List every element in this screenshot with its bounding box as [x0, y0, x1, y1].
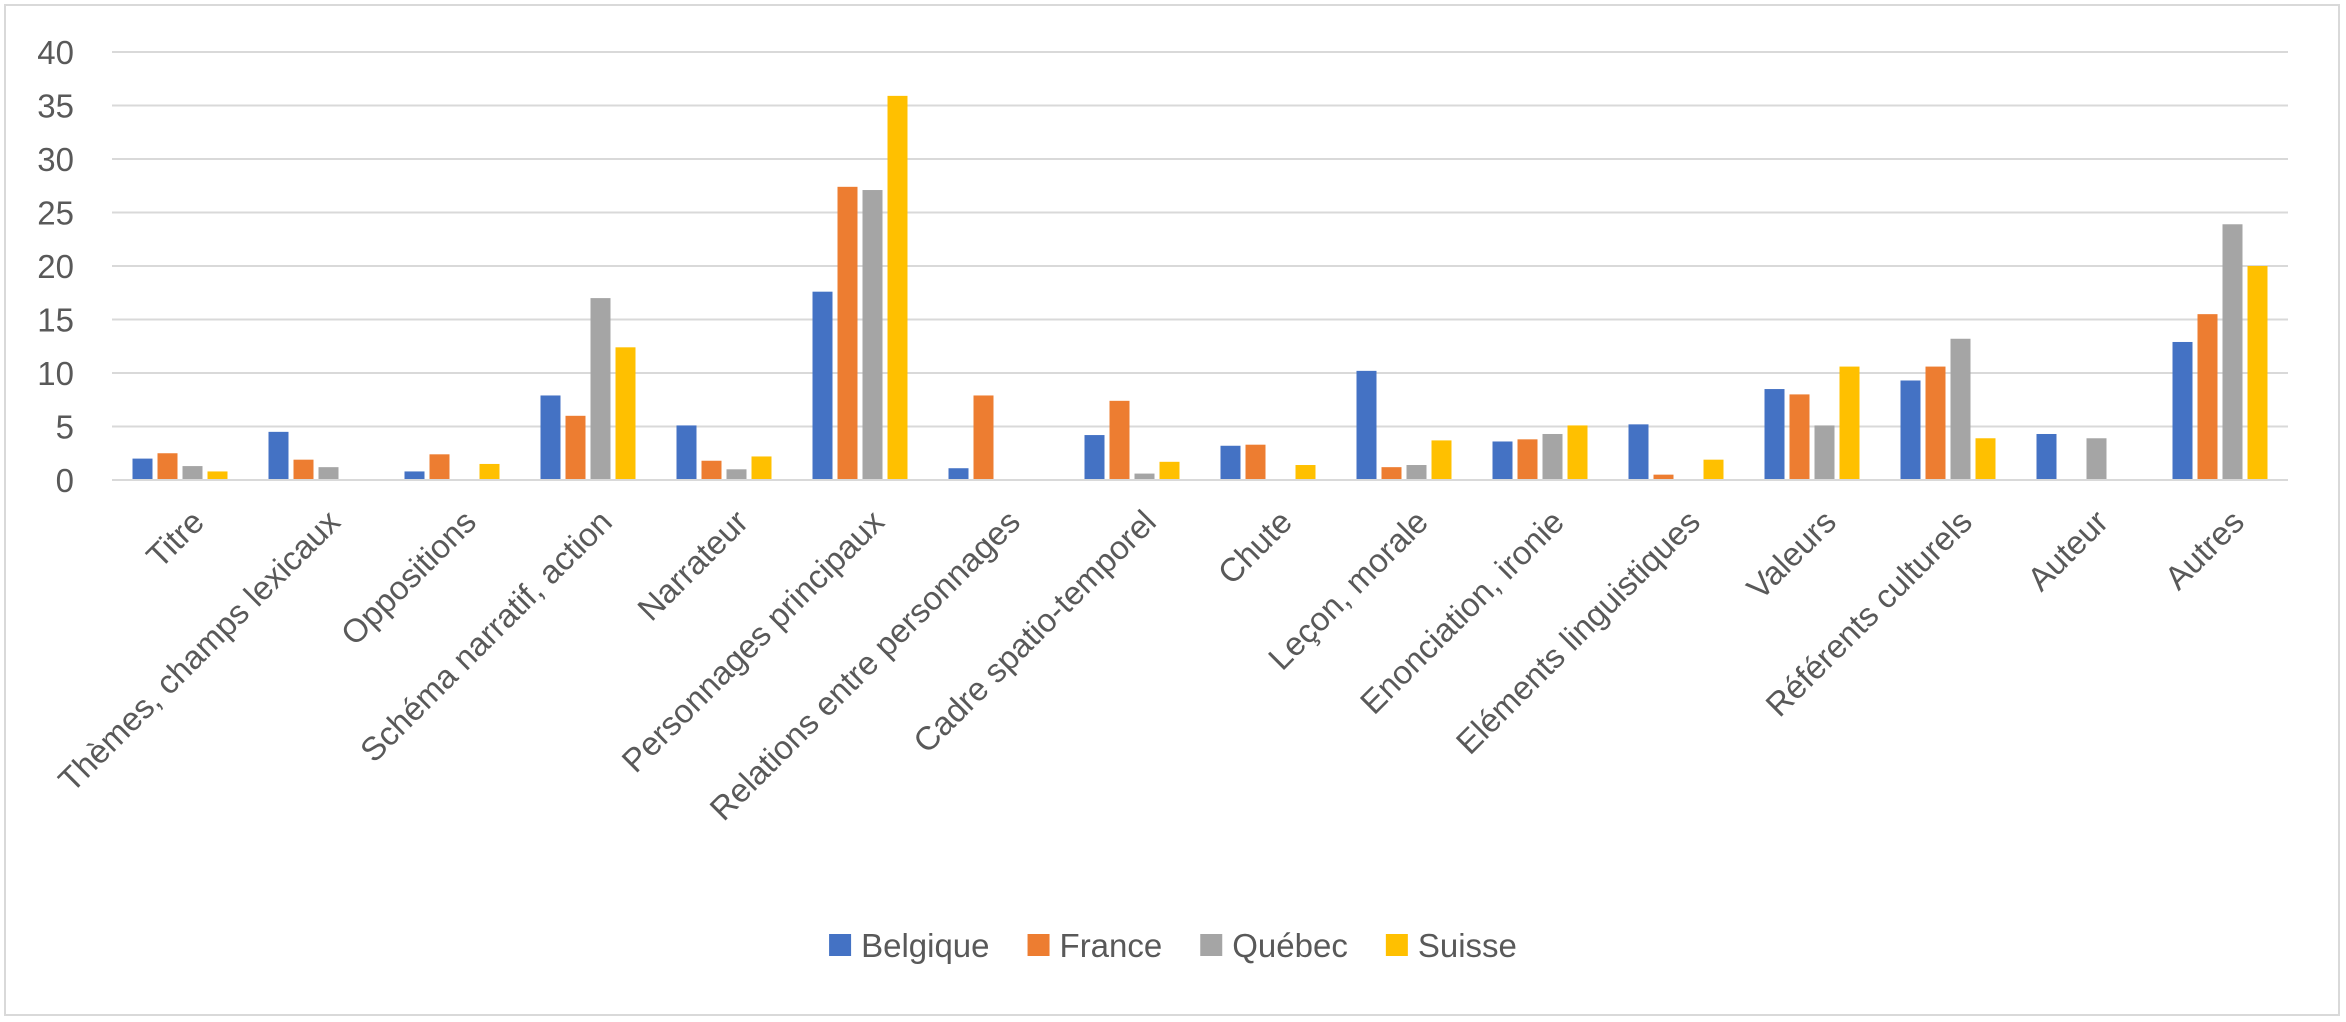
bar-qu-bec-12 — [1814, 425, 1835, 480]
bar-belgique-3 — [540, 395, 561, 480]
bar-belgique-7 — [1084, 435, 1105, 480]
x-tick-label-15: Autres — [2157, 503, 2251, 597]
legend-label-france: France — [1060, 927, 1163, 964]
legend-swatch-belgique — [829, 934, 852, 956]
bar-france-3 — [565, 415, 586, 480]
legend-label-suisse: Suisse — [1418, 927, 1517, 964]
bar-belgique-5 — [812, 291, 833, 480]
bar-qu-bec-15 — [2222, 224, 2243, 480]
bar-belgique-2 — [404, 471, 425, 480]
legend-swatch-suisse — [1385, 934, 1408, 956]
y-tick-label-35: 35 — [37, 88, 74, 125]
bar-belgique-13 — [1900, 380, 1921, 480]
x-tick-label-11: Eléments linguistiques — [1449, 503, 1707, 761]
bar-france-15 — [2197, 314, 2218, 480]
y-tick-label-15: 15 — [37, 302, 74, 339]
bar-suisse-4 — [751, 456, 772, 480]
x-tick-label-14: Auteur — [2020, 503, 2115, 598]
x-tick-label-4: Narrateur — [630, 503, 755, 628]
bar-france-13 — [1925, 366, 1946, 480]
x-tick-label-1: Thèmes, champs lexicaux — [51, 502, 347, 798]
bar-belgique-0 — [132, 458, 153, 480]
bar-belgique-4 — [676, 425, 697, 480]
bar-qu-bec-4 — [726, 469, 747, 480]
bar-belgique-14 — [2036, 433, 2057, 480]
bar-france-11 — [1653, 474, 1674, 480]
y-tick-label-25: 25 — [37, 195, 74, 232]
gridlines — [112, 51, 2288, 428]
bar-suisse-2 — [479, 463, 500, 480]
bar-suisse-12 — [1839, 366, 1860, 480]
bar-suisse-3 — [615, 347, 636, 480]
bar-qu-bec-7 — [1134, 473, 1155, 480]
bar-belgique-6 — [948, 468, 969, 480]
bar-france-0 — [157, 453, 178, 480]
bar-suisse-5 — [887, 95, 908, 481]
bar-suisse-9 — [1431, 440, 1452, 480]
chart-frame — [4, 4, 2340, 1016]
bar-suisse-15 — [2247, 266, 2268, 480]
x-tick-label-2: Oppositions — [334, 503, 483, 652]
x-tick-label-5: Personnages principaux — [614, 502, 891, 779]
y-tick-label-40: 40 — [37, 34, 74, 71]
x-tick-label-12: Valeurs — [1739, 503, 1843, 607]
y-tick-label-0: 0 — [56, 462, 74, 499]
y-tick-label-20: 20 — [37, 248, 74, 285]
legend-swatch-france — [1027, 934, 1050, 956]
bar-suisse-13 — [1975, 438, 1996, 480]
bar-qu-bec-13 — [1950, 338, 1971, 480]
legend-label-belgique: Belgique — [861, 927, 989, 964]
bar-suisse-0 — [207, 471, 228, 480]
bar-qu-bec-10 — [1542, 433, 1563, 480]
bar-france-12 — [1789, 394, 1810, 480]
bar-qu-bec-0 — [182, 466, 203, 480]
bar-suisse-8 — [1295, 465, 1316, 480]
x-tick-label-0: Titre — [139, 503, 211, 575]
bar-belgique-10 — [1492, 441, 1513, 480]
bar-belgique-12 — [1764, 389, 1785, 480]
x-tick-label-7: Cadre spatio-temporel — [906, 503, 1163, 760]
bar-qu-bec-3 — [590, 298, 611, 480]
bar-belgique-11 — [1628, 424, 1649, 480]
legend-label-qu-bec: Québec — [1232, 927, 1348, 964]
bar-belgique-9 — [1356, 370, 1377, 480]
bar-france-9 — [1381, 467, 1402, 480]
y-tick-label-10: 10 — [37, 355, 74, 392]
bars — [132, 95, 2268, 481]
bar-suisse-7 — [1159, 461, 1180, 480]
bar-suisse-11 — [1703, 459, 1724, 480]
bar-qu-bec-5 — [862, 190, 883, 480]
y-tick-label-30: 30 — [37, 141, 74, 178]
bar-belgique-8 — [1220, 445, 1241, 480]
legend-swatch-qu-bec — [1200, 934, 1223, 956]
y-axis-tick-labels: 0 5 10 15 20 25 30 35 40 — [37, 34, 74, 499]
bar-france-8 — [1245, 444, 1266, 480]
bar-qu-bec-9 — [1406, 465, 1427, 480]
bar-belgique-1 — [268, 431, 289, 480]
bar-france-10 — [1517, 439, 1538, 480]
bar-france-7 — [1109, 400, 1130, 480]
legend: Belgique France Québec Suisse — [829, 927, 1517, 964]
x-tick-label-8: Chute — [1211, 503, 1299, 591]
bar-qu-bec-1 — [318, 467, 339, 480]
bar-france-2 — [429, 454, 450, 480]
bar-belgique-15 — [2172, 341, 2193, 480]
bar-france-1 — [293, 459, 314, 480]
y-tick-label-5: 5 — [56, 409, 74, 446]
bar-france-5 — [837, 186, 858, 480]
bar-suisse-10 — [1567, 425, 1588, 480]
x-tick-label-3: Schéma narratif, action — [353, 503, 619, 769]
bar-france-6 — [973, 395, 994, 480]
bar-france-4 — [701, 460, 722, 480]
bar-qu-bec-14 — [2086, 438, 2107, 480]
